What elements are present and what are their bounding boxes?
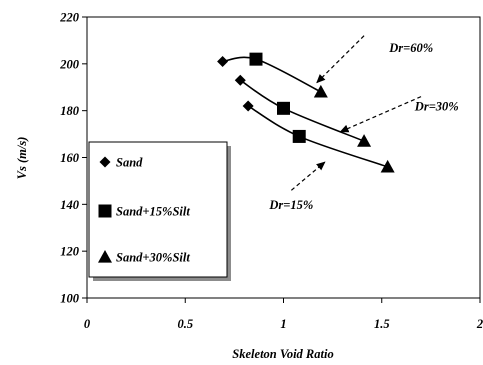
- annotations: Dr=60% Dr=30% Dr=15%: [268, 35, 459, 212]
- y-tick-label: 100: [60, 292, 80, 306]
- legend: Sand Sand+15%Silt Sand+30%Silt: [88, 141, 231, 281]
- data-point-square: [249, 52, 263, 66]
- data-point-triangle: [313, 84, 328, 98]
- legend-label: Sand+30%Silt: [116, 251, 190, 265]
- annotation-label: Dr=15%: [268, 198, 313, 212]
- fit-curves: [222, 56, 388, 168]
- x-axis-title: Skeleton Void Ratio: [232, 347, 333, 361]
- fit-curve: [247, 105, 388, 168]
- x-tick-label: 1.5: [374, 317, 390, 331]
- data-point-triangle: [380, 159, 395, 173]
- data-point-triangle: [357, 134, 372, 147]
- y-tick-label: 220: [59, 11, 80, 25]
- annotation-arrow: [339, 96, 422, 133]
- legend-label: Sand+15%Silt: [116, 205, 190, 219]
- axes: 100 120 140 160 180 200 220 0 0.5 1 1.5 2: [59, 11, 483, 332]
- data-point-diamond: [242, 100, 254, 112]
- y-axis-title: Vs (m/s): [15, 137, 29, 180]
- legend-marker-diamond: [99, 156, 111, 168]
- data-points: [217, 52, 395, 173]
- y-tick-label: 120: [60, 245, 80, 259]
- y-tick-label: 160: [60, 151, 80, 165]
- x-tick-label: 0.5: [177, 317, 193, 331]
- fit-curve: [222, 56, 322, 93]
- annotation-label: Dr=60%: [388, 41, 433, 55]
- y-tick-label: 180: [60, 104, 80, 118]
- x-tick-label: 2: [476, 317, 483, 331]
- legend-marker-triangle: [98, 250, 112, 263]
- y-tick-label: 200: [59, 57, 80, 71]
- legend-box: [88, 141, 228, 278]
- data-point-diamond: [234, 74, 246, 86]
- annotation-arrow: [290, 161, 326, 191]
- legend-label: Sand: [116, 156, 143, 170]
- x-tick-label: 1: [280, 317, 286, 331]
- data-point-square: [292, 129, 306, 143]
- data-point-square: [277, 101, 290, 115]
- annotation-label: Dr=30%: [414, 100, 459, 114]
- x-tick-label: 0: [84, 317, 91, 331]
- y-tick-label: 140: [60, 198, 80, 212]
- legend-marker-square: [98, 204, 112, 218]
- annotation-arrow: [316, 35, 365, 84]
- data-point-diamond: [217, 55, 229, 67]
